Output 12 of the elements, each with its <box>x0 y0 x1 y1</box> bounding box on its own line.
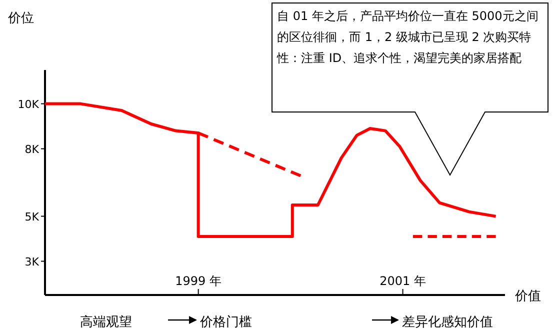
y-tick-label: 10K <box>18 98 40 111</box>
x-tick-label: 1999 年 <box>175 274 222 288</box>
y-axis-title: 价位 <box>7 11 34 26</box>
y-tick-label: 3K <box>24 255 40 268</box>
x-tick-label: 2001 年 <box>380 274 426 288</box>
text: 自 01 年之后，产品平均价位一直在 5000元之间的区位徘徊，而 1，2 级城市已呈现 2 次购买特性：注重 ID、追求个性，渴望完美的家居搭配 <box>277 8 540 67</box>
x-axis-title: 价值 <box>514 289 541 304</box>
y-tick-label: 8K <box>24 142 40 156</box>
text: 价格门槛 <box>199 314 252 330</box>
y-tick-label: 5K <box>24 210 40 224</box>
text: 差异化感知价值 <box>402 315 493 330</box>
text: 高端观望 <box>80 314 132 330</box>
